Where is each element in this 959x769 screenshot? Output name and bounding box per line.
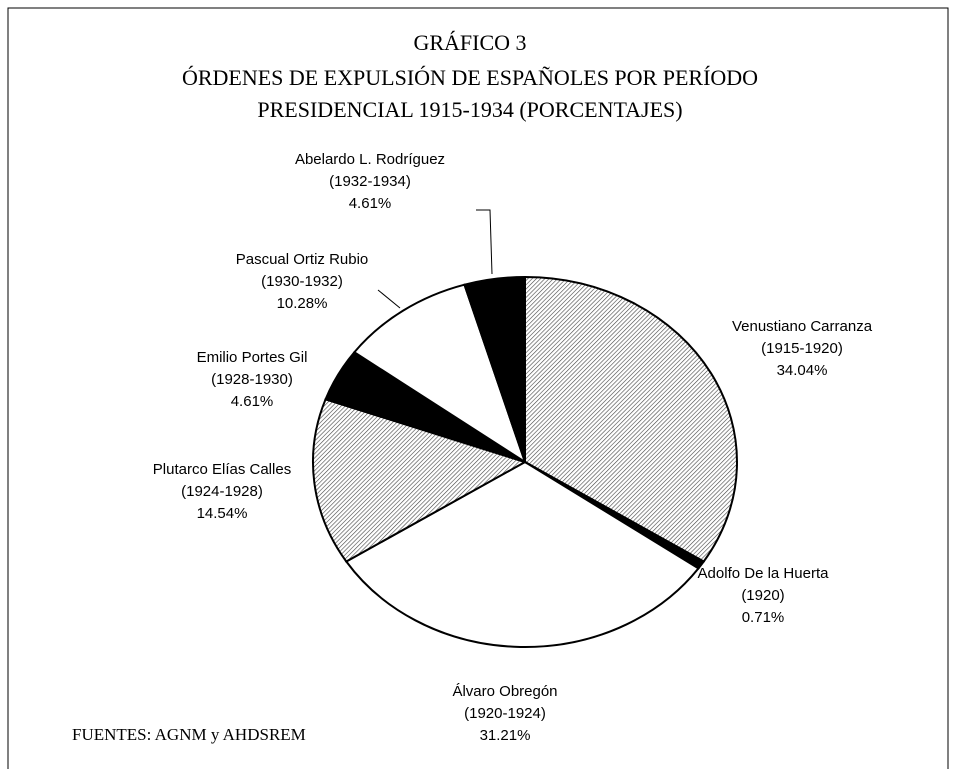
pie-slice: [312, 398, 528, 563]
slice-value: 31.21%: [480, 727, 531, 744]
slice-value: 14.54%: [197, 505, 248, 522]
leader-line: [476, 209, 493, 275]
slice-period: (1930-1932): [261, 273, 343, 290]
slice-label: Plutarco Elías Calles: [153, 461, 291, 478]
slice-label: Adolfo De la Huerta: [698, 565, 830, 582]
leader-line: [377, 289, 401, 309]
slice-value: 4.61%: [349, 195, 392, 212]
pie-slice: [352, 283, 527, 465]
frame: [7, 7, 949, 769]
source: FUENTES: AGNM y AHDSREM: [72, 725, 306, 744]
slice-period: (1920-1924): [464, 705, 546, 722]
slice-label: Abelardo L. Rodríguez: [295, 151, 445, 168]
pie-slice: [344, 460, 700, 648]
chart-subtitle: ÓRDENES DE EXPULSIÓN DE ESPAÑOLES POR PE…: [182, 65, 758, 90]
pie-slice: [463, 275, 526, 463]
slice-period: (1920): [741, 587, 784, 604]
slice-value: 0.71%: [742, 609, 785, 626]
slice-period: (1932-1934): [329, 173, 411, 190]
slice-value: 4.61%: [231, 393, 274, 410]
slice-period: (1915-1920): [761, 340, 843, 357]
slice-label: Emilio Portes Gil: [197, 349, 308, 366]
slice-period: (1924-1928): [181, 483, 263, 500]
chart-title: GRÁFICO 3: [413, 30, 526, 55]
slice-value: 10.28%: [277, 295, 328, 312]
slice-value: 34.04%: [777, 362, 828, 379]
slice-label: Venustiano Carranza: [732, 318, 873, 335]
slice-label: Pascual Ortiz Rubio: [236, 251, 369, 268]
slice-label: Álvaro Obregón: [452, 683, 557, 700]
slice-period: (1928-1930): [211, 371, 293, 388]
chart-subtitle: PRESIDENCIAL 1915-1934 (PORCENTAJES): [257, 97, 682, 122]
